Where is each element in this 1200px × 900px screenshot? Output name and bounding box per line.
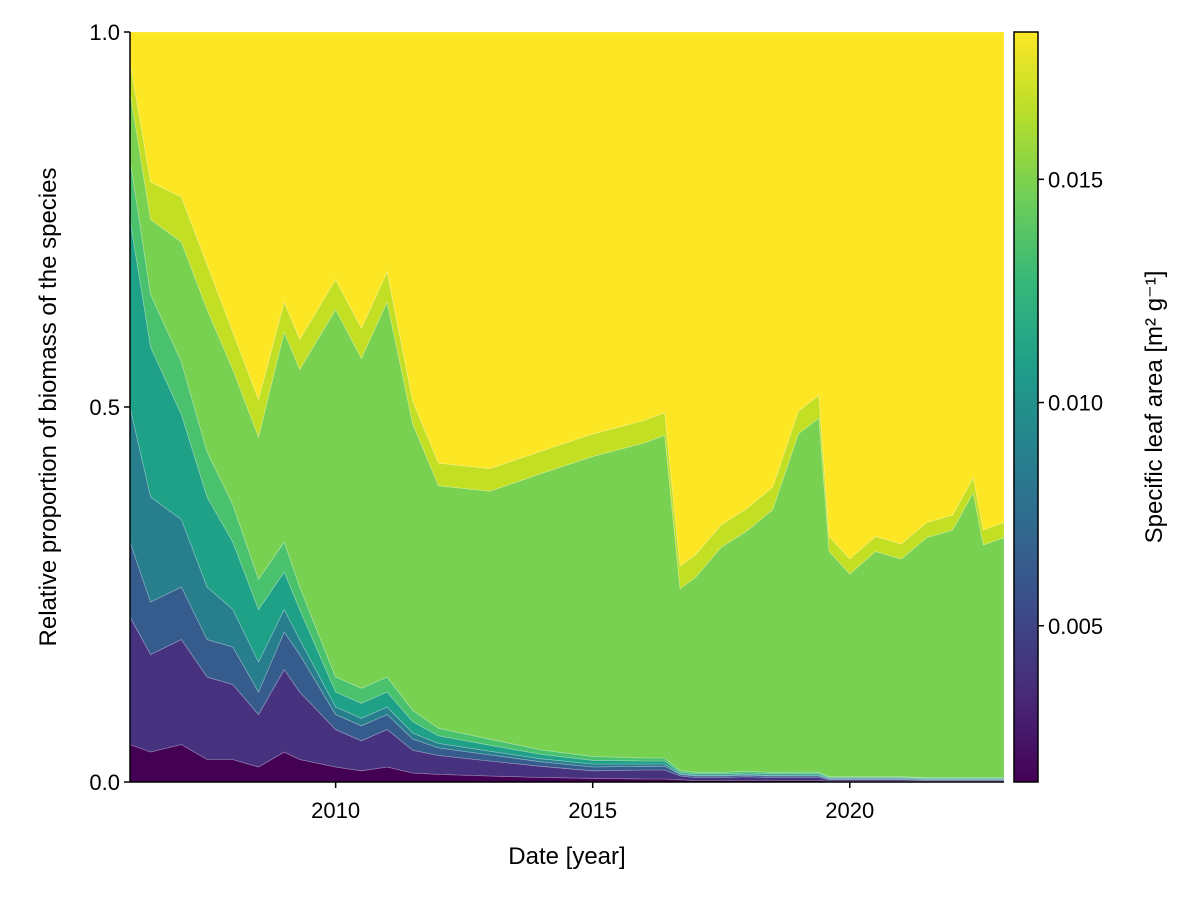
colorbar-tick-label: 0.010 (1048, 391, 1103, 416)
colorbar: 0.005 0.010 0.015 (1013, 31, 1103, 783)
y-tick-label: 1.0 (89, 20, 120, 45)
colorbar-tick-label: 0.005 (1048, 614, 1103, 639)
x-tick-label: 2010 (311, 798, 360, 823)
x-tick-label: 2015 (568, 798, 617, 823)
x-tick-label: 2020 (825, 798, 874, 823)
y-tick-label: 0.5 (89, 395, 120, 420)
x-axis-label: Date [year] (508, 843, 625, 870)
area-series-8 (129, 31, 1005, 567)
colorbar-label: Specific leaf area [m² g⁻¹] (1141, 271, 1168, 544)
axes: 0.0 0.5 1.0 2010 2015 2020 (89, 20, 1004, 823)
stacked-areas (129, 31, 1005, 783)
colorbar-tick-label: 0.015 (1048, 167, 1103, 192)
colorbar-gradient (1013, 31, 1039, 783)
y-tick-label: 0.0 (89, 770, 120, 795)
y-axis-label: Relative proportion of biomass of the sp… (35, 168, 62, 647)
area-series-4 (129, 219, 1005, 780)
